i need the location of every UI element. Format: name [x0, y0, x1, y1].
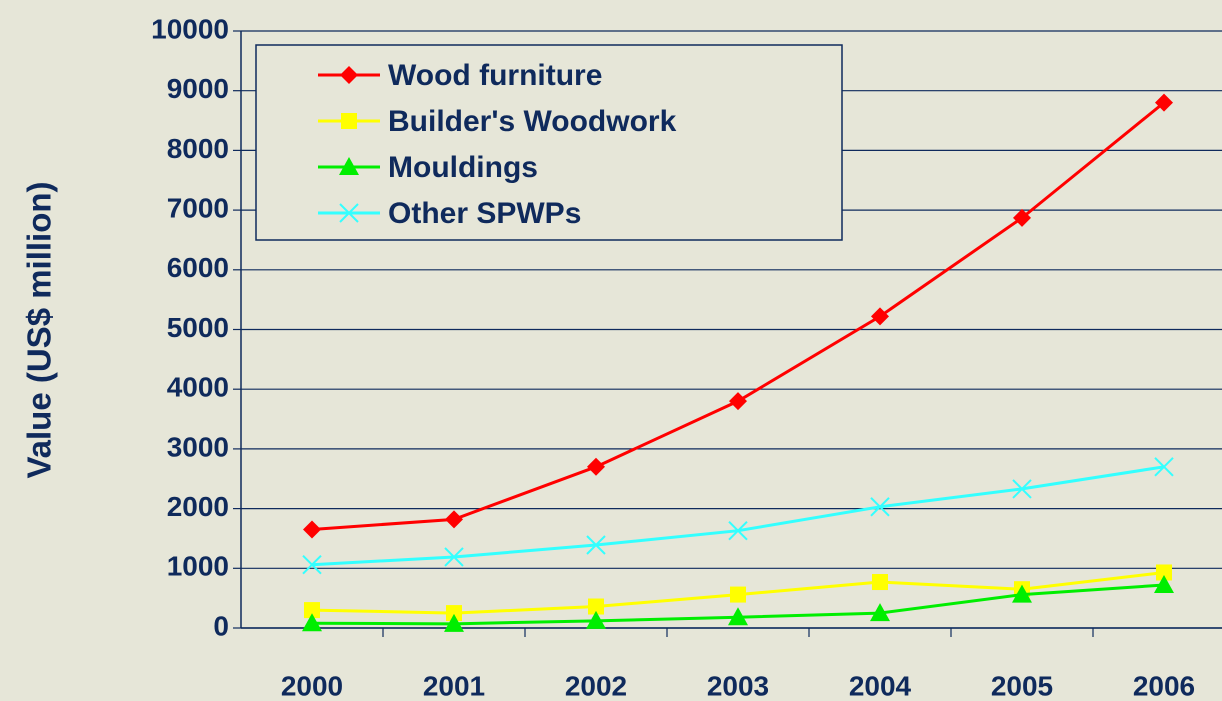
marker	[303, 520, 321, 539]
marker	[728, 607, 748, 626]
marker	[728, 520, 748, 541]
marker	[444, 613, 464, 632]
legend: Wood furniture Builder's Woodwork Moulding…	[255, 44, 843, 241]
y-tick-label: 7000	[167, 192, 229, 223]
marker	[870, 497, 890, 517]
marker	[340, 66, 358, 84]
marker	[1155, 93, 1173, 112]
x-tick-label: 2001	[423, 670, 485, 701]
y-tick-label: 10000	[151, 13, 229, 44]
y-tick-label: 2000	[167, 491, 229, 522]
marker	[1012, 479, 1032, 499]
y-tick-label: 0	[213, 610, 229, 641]
x-tick-label: 2000	[281, 670, 343, 701]
y-tick-label: 8000	[167, 133, 229, 164]
legend-label: Wood furniture	[388, 59, 602, 92]
marker	[446, 605, 462, 622]
marker	[302, 613, 322, 632]
marker	[1012, 584, 1032, 603]
marker	[339, 157, 359, 175]
marker	[445, 510, 463, 529]
marker	[870, 603, 890, 622]
x-tick-label: 2003	[707, 670, 769, 701]
x-tick-label: 2006	[1133, 670, 1195, 701]
x-tick-label: 2004	[849, 670, 912, 701]
marker	[444, 547, 464, 567]
y-tick-label: 1000	[167, 551, 229, 582]
y-tick-label: 6000	[167, 252, 229, 283]
y-tick-label: 3000	[167, 431, 229, 462]
marker	[341, 113, 357, 129]
x-tick-label: 2005	[991, 670, 1053, 701]
marker	[1154, 575, 1174, 594]
marker	[588, 598, 604, 615]
y-tick-label: 4000	[167, 372, 229, 403]
series-line	[311, 465, 1165, 567]
marker	[1156, 564, 1172, 581]
y-tick-label: 9000	[167, 73, 229, 104]
y-tick-label: 5000	[167, 312, 229, 343]
marker	[871, 307, 889, 326]
legend-label: Other SPWPs	[388, 197, 581, 230]
x-tick-label: 2002	[565, 670, 627, 701]
marker	[729, 392, 747, 411]
marker	[587, 457, 605, 476]
marker	[872, 574, 888, 591]
marker	[586, 610, 606, 629]
legend-label: Builder's Woodwork	[388, 105, 677, 138]
marker	[302, 555, 322, 575]
marker	[339, 203, 359, 223]
legend-label: Mouldings	[388, 151, 538, 184]
y-axis-title: Value (US$ million)	[21, 181, 58, 478]
marker	[1154, 457, 1174, 477]
marker	[730, 586, 746, 603]
marker	[304, 602, 320, 619]
marker	[1013, 208, 1031, 227]
marker	[586, 535, 606, 555]
